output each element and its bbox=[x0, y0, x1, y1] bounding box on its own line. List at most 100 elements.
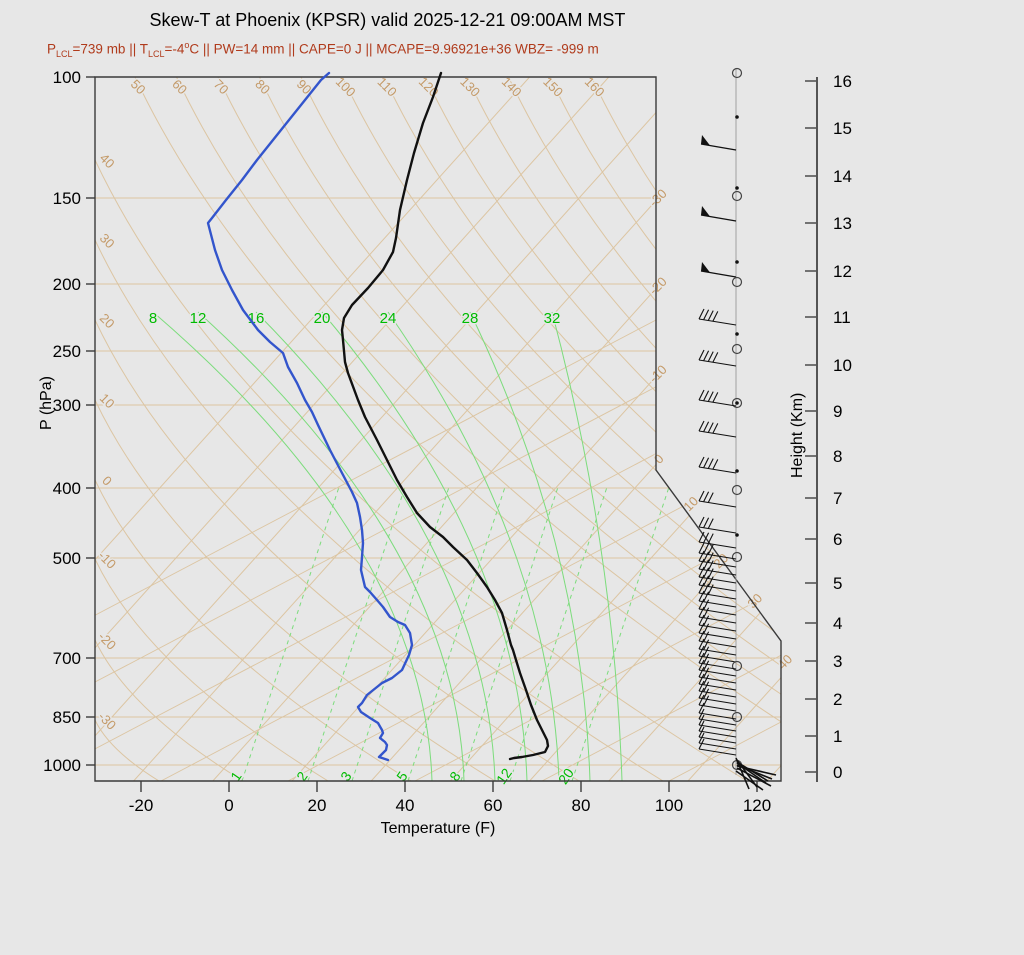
grid-line bbox=[698, 732, 705, 744]
grid-line bbox=[698, 676, 737, 684]
grid-line bbox=[133, 77, 768, 781]
grid-line bbox=[698, 500, 737, 508]
grid-line bbox=[698, 690, 737, 698]
height-tick-label: 1 bbox=[833, 727, 842, 746]
grid-line bbox=[703, 559, 710, 571]
grid-line bbox=[707, 391, 714, 402]
grid-line bbox=[698, 724, 737, 732]
grid-line bbox=[698, 608, 737, 616]
subtitle-part: LCL bbox=[147, 49, 165, 60]
grid-line bbox=[698, 308, 705, 320]
temperature-axis: -20 0 20 40 60 80 100 120 bbox=[129, 781, 771, 815]
grid-line bbox=[703, 567, 710, 579]
grid-line bbox=[509, 487, 608, 781]
grid-line bbox=[703, 639, 710, 651]
grid-line bbox=[212, 77, 781, 781]
height-axis-title: Height (Km) bbox=[789, 392, 806, 478]
grid-line bbox=[700, 270, 737, 278]
grid-line bbox=[698, 590, 705, 602]
grid-line bbox=[698, 624, 737, 632]
grid-line bbox=[698, 349, 705, 361]
grid-line bbox=[707, 492, 714, 503]
dewpoint-curve bbox=[206, 71, 414, 762]
grid-line bbox=[698, 702, 705, 714]
grid-line bbox=[703, 607, 710, 619]
station-circle bbox=[731, 484, 743, 496]
grid-line bbox=[703, 623, 710, 635]
grid-line bbox=[698, 645, 705, 657]
plot-border bbox=[94, 76, 782, 782]
temperature-tick-label: 40 bbox=[396, 796, 415, 815]
pressure-tick-label: 400 bbox=[53, 479, 81, 498]
grid-line bbox=[703, 667, 710, 679]
grid-line bbox=[698, 592, 737, 600]
grid-line bbox=[698, 584, 737, 592]
station-dot bbox=[735, 115, 739, 119]
grid-line bbox=[707, 351, 714, 362]
subtitle-part: LCL bbox=[56, 49, 73, 60]
grid-line bbox=[95, 77, 610, 781]
dry-adiabat-label: 60 bbox=[169, 76, 190, 97]
dewpoint-curve bbox=[206, 71, 414, 762]
grid-line bbox=[796, 77, 1024, 781]
dry-adiabat-label: 140 bbox=[499, 74, 525, 100]
grid-line bbox=[703, 517, 710, 529]
grid-line bbox=[698, 456, 705, 468]
grid-line bbox=[698, 420, 705, 432]
grid-line bbox=[703, 599, 710, 611]
grid-line bbox=[698, 550, 705, 562]
height-tick-label: 15 bbox=[833, 119, 852, 138]
grid-line bbox=[698, 659, 705, 671]
grid-line bbox=[707, 568, 714, 579]
grid-line bbox=[703, 350, 710, 362]
aux-diagonals bbox=[95, 77, 1024, 781]
grid-line bbox=[698, 669, 737, 677]
station-circle bbox=[731, 660, 743, 672]
grid-line bbox=[95, 77, 781, 781]
grid-line bbox=[698, 680, 705, 692]
grid-line bbox=[846, 77, 1024, 781]
dry-adiabat-label: 90 bbox=[294, 76, 315, 97]
temperature-axis-title: Temperature (F) bbox=[380, 820, 496, 837]
grid-line bbox=[698, 652, 705, 664]
grid-line bbox=[703, 532, 710, 544]
station-circle bbox=[731, 67, 743, 79]
grid-line bbox=[698, 516, 705, 528]
temperature-tick-label: 120 bbox=[743, 796, 771, 815]
wind-barbs bbox=[698, 67, 777, 791]
grid-line bbox=[698, 673, 705, 685]
temperature-tick-label: 20 bbox=[308, 796, 327, 815]
dry-adiabat-label: 120 bbox=[416, 74, 442, 100]
station-circle bbox=[731, 276, 743, 288]
grid-line bbox=[703, 646, 710, 658]
grid-line bbox=[923, 77, 1024, 781]
pressure-tick-label: 1000 bbox=[43, 756, 81, 775]
pressure-tick-label: 150 bbox=[53, 189, 81, 208]
grid-line bbox=[698, 738, 705, 750]
station-dot bbox=[735, 469, 739, 473]
grid-line bbox=[370, 77, 781, 781]
grid-line bbox=[703, 421, 710, 433]
pressure-tick-label: 250 bbox=[53, 342, 81, 361]
grid-line bbox=[703, 309, 710, 321]
grid-line bbox=[703, 695, 710, 707]
grid-line bbox=[703, 631, 710, 643]
temperature-curve bbox=[340, 71, 550, 761]
station-circle bbox=[731, 711, 743, 723]
grid-line bbox=[707, 310, 714, 321]
isobars bbox=[95, 197, 781, 766]
grid-line bbox=[698, 318, 737, 326]
height-tick-label: 0 bbox=[833, 763, 842, 782]
grid-line bbox=[698, 430, 737, 438]
mixing-ratio-lines bbox=[241, 487, 670, 781]
grid-line bbox=[698, 720, 705, 732]
station-circle bbox=[731, 190, 743, 202]
height-tick-label: 3 bbox=[833, 652, 842, 671]
grid-line bbox=[698, 582, 705, 594]
pressure-tick-label: 100 bbox=[53, 68, 81, 87]
grid-line bbox=[703, 688, 710, 700]
height-tick-label: 10 bbox=[833, 356, 852, 375]
grid-line bbox=[700, 143, 737, 151]
grid-line bbox=[608, 77, 781, 781]
temperature-tick-label: 80 bbox=[572, 796, 591, 815]
